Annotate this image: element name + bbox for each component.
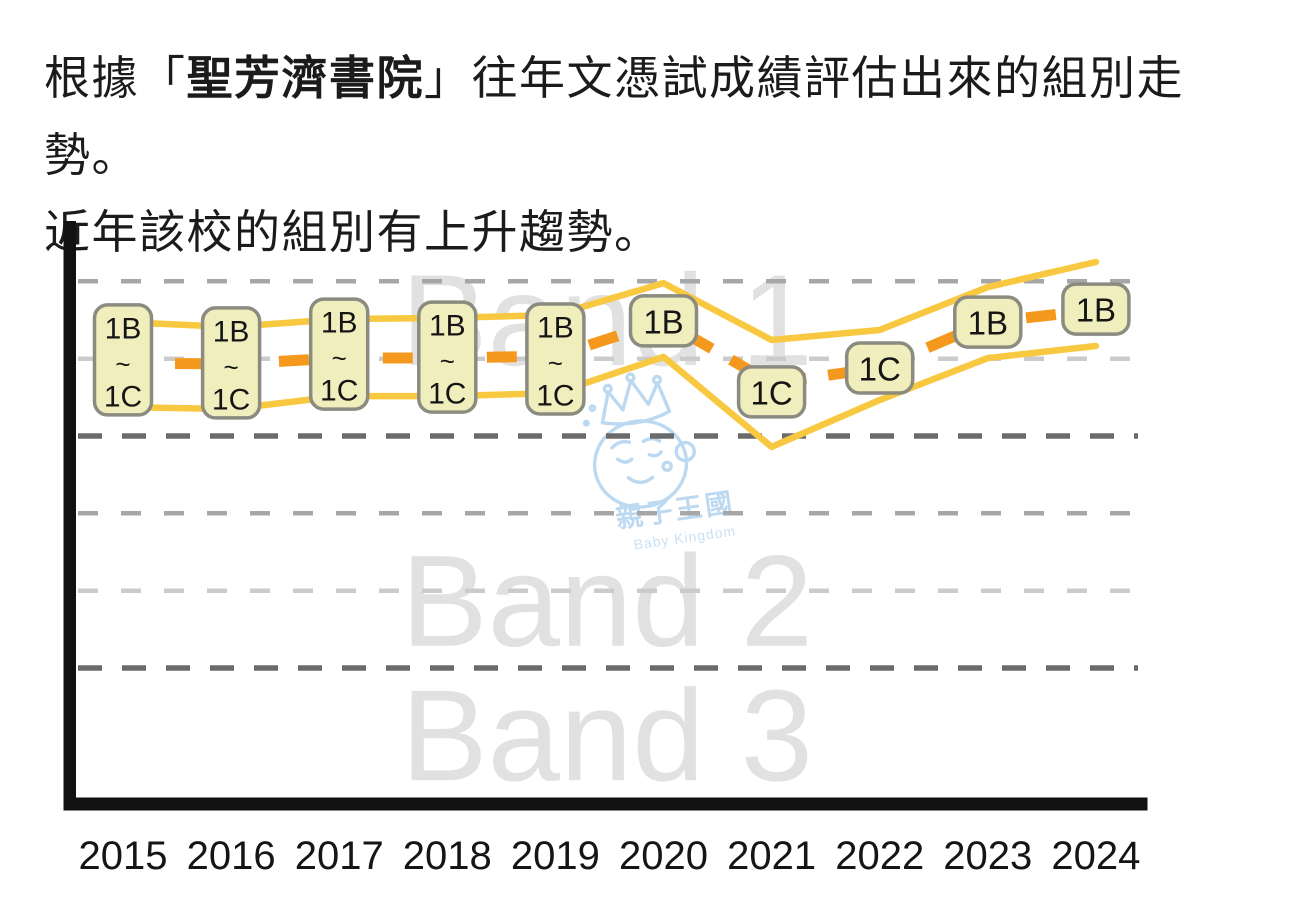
band-label-rect-2022 [844, 341, 915, 395]
band-label-box-2023: 1B [953, 295, 1023, 349]
band-label-text-2015: ~ [115, 349, 130, 379]
x-tick-label-2019: 2019 [511, 834, 600, 878]
y-axis-line [63, 221, 76, 810]
x-tick-label-2023: 2023 [943, 834, 1032, 878]
band-label-box-2019: 1B ~1C [525, 302, 586, 416]
band-label-box-2015: 1B ~1C [92, 303, 154, 417]
band-label-rect-2020 [628, 294, 699, 348]
band-label-text-2018: 1B [429, 310, 466, 343]
band-watermark-band-3: Band 3 [401, 662, 813, 808]
band-label-text-2022: 1C [859, 351, 901, 388]
band-label-text-2015: 1C [104, 380, 142, 413]
band-label-text-2019: 1B [537, 311, 574, 344]
band-label-rect-2023 [953, 295, 1023, 349]
title-prefix: 根據「 [44, 52, 187, 104]
x-tick-label-2018: 2018 [403, 834, 492, 878]
band-label-box-2024: 1B [1061, 282, 1131, 336]
band-label-text-2018: ~ [440, 346, 455, 376]
x-tick-label-2020: 2020 [619, 834, 708, 878]
band-label-rect-2015 [92, 303, 154, 417]
page-title: 根據「聖芳濟書院」往年文憑試成績評估出來的組別走勢。 近年該校的組別有上升趨勢。 [44, 40, 1264, 271]
series-trend-line [122, 304, 1097, 389]
x-tick-label-2024: 2024 [1051, 834, 1140, 878]
x-tick-label-2016: 2016 [187, 834, 276, 878]
band-label-box-2020: 1B [628, 294, 699, 348]
band-label-text-2018: 1C [428, 378, 466, 411]
band-label-text-2016: 1B [213, 315, 250, 348]
crown-icon [600, 378, 672, 426]
band-label-text-2020: 1B [643, 303, 683, 340]
x-tick-label-2015: 2015 [79, 834, 168, 878]
series-upper-bound-line [119, 258, 1100, 344]
band-label-text-2023: 1B [968, 305, 1008, 342]
band-label-rect-2017 [308, 297, 370, 411]
band-label-text-2017: 1C [320, 375, 358, 408]
title-suffix: 」往年文憑試成績評估出來的組別走勢。 [44, 52, 1184, 181]
band-label-box-2018: 1B~1C [417, 300, 478, 414]
band-watermark-band-2: Band 2 [401, 528, 813, 674]
x-axis-line [63, 797, 1148, 811]
band-label-text-2016: 1C [212, 383, 250, 416]
band-label-box-2022: 1C [844, 341, 915, 395]
x-tick-label-2017: 2017 [295, 834, 384, 878]
band-label-text-2019: ~ [548, 348, 563, 378]
band-label-text-2017: 1B [321, 307, 358, 340]
title-line-1: 根據「聖芳濟書院」往年文憑試成績評估出來的組別走勢。 [44, 40, 1264, 194]
band-label-text-2017: ~ [332, 343, 347, 373]
band-label-box-2017: 1B~1C [308, 297, 370, 411]
band-label-rect-2016 [200, 306, 262, 420]
band-label-box-2021: 1C [736, 365, 807, 419]
x-tick-label-2022: 2022 [835, 834, 924, 878]
school-name: 聖芳濟書院 [186, 52, 424, 104]
title-line-2: 近年該校的組別有上升趨勢。 [44, 206, 662, 258]
band-label-text-2024: 1B [1076, 292, 1116, 329]
band-label-text-2016: ~ [224, 352, 239, 382]
band-label-text-2021: 1C [751, 374, 793, 411]
band-label-text-2015: 1B [105, 312, 142, 345]
band-label-rect-2019 [525, 302, 586, 416]
x-tick-label-2021: 2021 [727, 834, 816, 878]
smile [626, 475, 655, 485]
band-label-text-2019: 1C [536, 379, 574, 412]
band-label-rect-2024 [1061, 282, 1131, 336]
band-label-box-2016: 1B ~1C [200, 306, 262, 420]
band-label-rect-2018 [417, 300, 478, 414]
face-outline [592, 419, 689, 509]
series-lower-bound-line [119, 342, 1100, 451]
band-label-rect-2021 [736, 365, 807, 419]
ear [674, 440, 696, 463]
